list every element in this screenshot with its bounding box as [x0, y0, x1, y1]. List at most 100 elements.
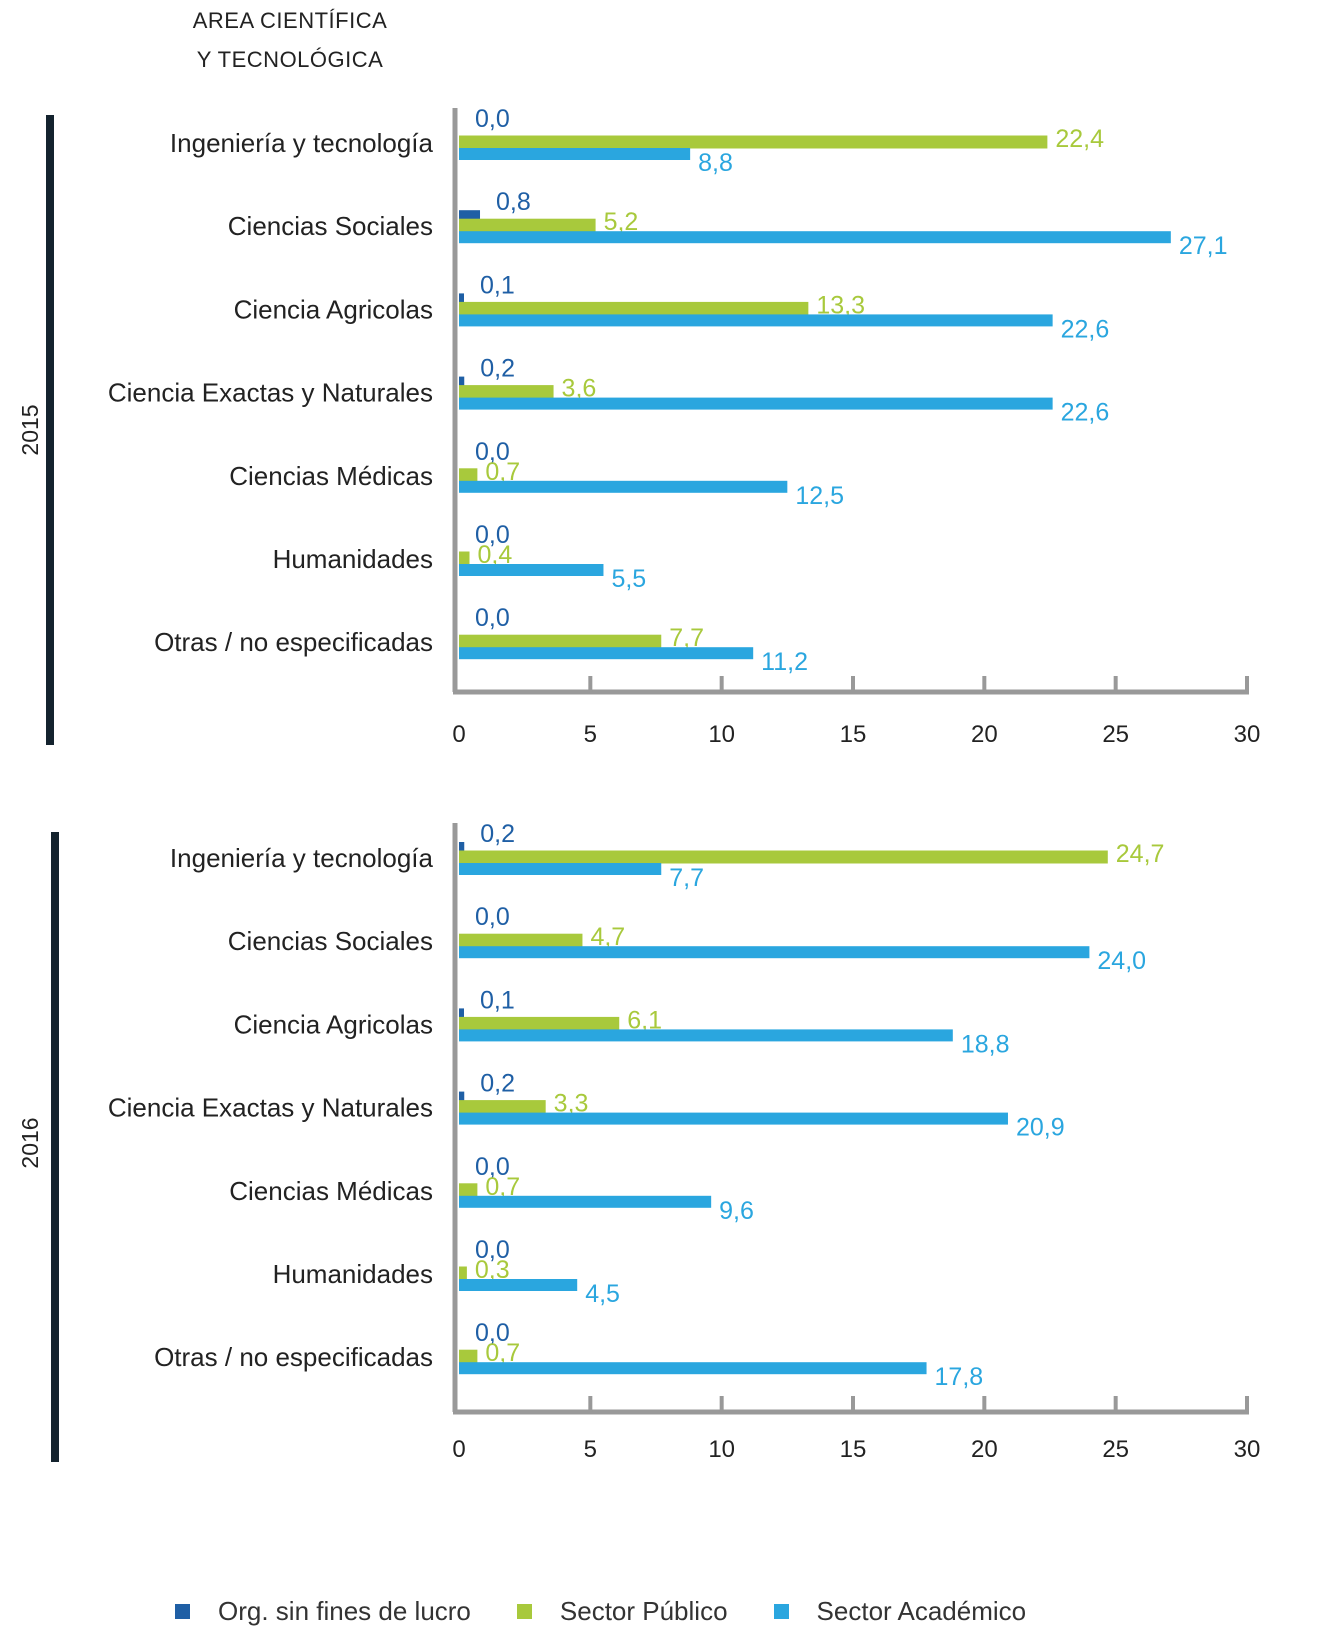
- panel-2015-data-label-org-sin-fines-de-lucro: 0,0: [475, 438, 510, 466]
- panel-2016-bar-org-sin-fines-de-lucro: [459, 842, 465, 852]
- panel-2016-bar-sector-publico: [459, 1183, 478, 1197]
- panel-2016-bar-sector-publico: [459, 1266, 467, 1280]
- panel-2016-bar-sector-publico: [459, 1100, 546, 1114]
- panel-2016-category-label-ciencia-exactas-y-naturales: Ciencia Exactas y Naturales: [108, 1093, 433, 1123]
- panel-2015-bar-sector-academico: [459, 314, 1053, 327]
- panel-2016-data-label-sector-publico: 24,7: [1116, 840, 1165, 868]
- panel-2015-data-label-sector-publico: 22,4: [1055, 125, 1104, 153]
- panel-2016-category-label-otras-no-especificadas: Otras / no especificadas: [154, 1342, 433, 1372]
- panel-2015-bar-sector-academico: [459, 397, 1053, 410]
- panel-2015-bar-sector-academico: [459, 480, 788, 493]
- panel-2015-bar-sector-publico: [459, 135, 1048, 149]
- panel-2016-bar-sector-publico: [459, 1016, 620, 1030]
- panel-2015-bar-sector-publico: [459, 218, 596, 232]
- panel-2016-bar-org-sin-fines-de-lucro: [459, 1091, 465, 1102]
- panel-2015-x-tick-label: 30: [1234, 721, 1261, 748]
- panel-2015-bar-sector-academico: [459, 148, 691, 160]
- panel-2015-x-tick-label: 10: [708, 721, 735, 748]
- panel-2016-category-label-ciencias-medicas: Ciencias Médicas: [229, 1176, 433, 1206]
- panel-2016-x-tick-label: 30: [1234, 1436, 1261, 1463]
- panel-2016-bar-sector-academico: [459, 1279, 578, 1291]
- panel-2016-data-label-org-sin-fines-de-lucro: 0,0: [475, 1236, 510, 1264]
- panel-2015-data-label-org-sin-fines-de-lucro: 0,0: [475, 521, 510, 549]
- header-line-1: AREA CIENTÍFICA: [192, 8, 388, 33]
- panel-2016-data-label-org-sin-fines-de-lucro: 0,0: [475, 1153, 510, 1181]
- panel-2015-x-tick-label: 5: [584, 721, 597, 748]
- panel-2015-data-label-org-sin-fines-de-lucro: 0,0: [475, 105, 510, 133]
- panel-2015-data-label-sector-academico: 8,8: [698, 149, 733, 177]
- panel-2015-data-label-org-sin-fines-de-lucro: 0,8: [496, 188, 531, 216]
- panel-2015-bar-org-sin-fines-de-lucro: [459, 210, 481, 221]
- panel-2015-bar-sector-publico: [459, 301, 809, 315]
- panel-2015-category-label-ciencia-agricolas: Ciencia Agricolas: [234, 294, 433, 324]
- legend-swatch-publico: [516, 1603, 532, 1619]
- panel-2015-data-label-sector-academico: 22,6: [1061, 399, 1110, 427]
- legend-label-publico: Sector Público: [559, 1595, 728, 1626]
- panel-2015-category-label-ciencias-medicas: Ciencias Médicas: [229, 461, 433, 491]
- header-line-2: Y TECNOLÓGICA: [196, 47, 384, 72]
- panel-2015-category-label-ciencia-exactas-y-naturales: Ciencia Exactas y Naturales: [108, 378, 433, 408]
- panel-2016-data-label-sector-academico: 20,9: [1016, 1114, 1065, 1142]
- panel-2016-x-tick-label: 20: [971, 1436, 998, 1463]
- panel-2016-bar-sector-academico: [459, 1029, 953, 1042]
- panel-2015-bar-sector-academico: [459, 564, 604, 576]
- panel-2016-data-label-org-sin-fines-de-lucro: 0,1: [480, 986, 515, 1014]
- panel-2015-bar-sector-publico: [459, 468, 478, 482]
- panel-2016-data-label-sector-academico: 4,5: [585, 1280, 620, 1308]
- panel-2016-data-label-org-sin-fines-de-lucro: 0,0: [475, 1319, 510, 1347]
- legend: Org. sin fines de lucro Sector Público S…: [175, 1594, 1072, 1628]
- panel-2015-data-label-org-sin-fines-de-lucro: 0,2: [480, 355, 515, 383]
- panel-2015-category-label-ciencias-sociales: Ciencias Sociales: [228, 211, 433, 241]
- panel-2016-bar-org-sin-fines-de-lucro: [459, 1008, 464, 1019]
- panel-2016-category-label-ciencia-agricolas: Ciencia Agricolas: [234, 1009, 433, 1039]
- panel-2016-bar-sector-publico: [459, 850, 1108, 864]
- panel-2015-bar-org-sin-fines-de-lucro: [459, 376, 465, 387]
- panel-2016-category-label-ciencias-sociales: Ciencias Sociales: [228, 926, 433, 956]
- legend-label-academico: Sector Académico: [816, 1595, 1027, 1626]
- panel-2015-bar-sector-publico: [459, 385, 554, 399]
- panel-2015-data-label-sector-academico: 22,6: [1061, 315, 1110, 343]
- panel-2016-bar-sector-academico: [459, 946, 1090, 959]
- legend-item-academico: Sector Académico: [773, 1595, 1027, 1627]
- panel-2016-x-tick-label: 15: [840, 1436, 867, 1463]
- panel-2016-bar-sector-publico: [459, 933, 583, 947]
- panel-2015-bar-sector-academico: [459, 647, 754, 660]
- panel-2016-data-label-sector-academico: 18,8: [961, 1030, 1010, 1058]
- panel-2016-bar-sector-academico: [459, 1362, 927, 1375]
- panel-2015-bar-sector-academico: [459, 231, 1171, 244]
- legend-swatch-org: [175, 1603, 190, 1619]
- panel-2016-category-label-humanidades: Humanidades: [273, 1259, 433, 1289]
- panel-2015-x-tick-label: 20: [971, 721, 998, 748]
- panel-2016-data-label-sector-academico: 24,0: [1097, 947, 1146, 975]
- panel-2016-category-label-ingenieria-y-tecnologia: Ingeniería y tecnología: [170, 843, 434, 873]
- panel-2016-bar-sector-publico: [459, 1349, 478, 1363]
- panel-2015-category-label-otras-no-especificadas: Otras / no especificadas: [154, 627, 433, 657]
- panel-2016-x-tick-label: 0: [452, 1436, 465, 1463]
- legend-item-org: Org. sin fines de lucro: [175, 1596, 471, 1627]
- panel-2016-data-label-sector-academico: 7,7: [669, 864, 704, 892]
- panel-2015-bar-sector-publico: [459, 551, 470, 565]
- bar-chart: 2015 0 5 10 15 20 25 30 Ingeniería y tecnología 0…: [17, 105, 1261, 1463]
- legend-swatch-academico: [773, 1603, 789, 1619]
- panel-2015-data-label-org-sin-fines-de-lucro: 0,1: [480, 271, 515, 299]
- panel-2016-data-label-org-sin-fines-de-lucro: 0,0: [475, 903, 510, 931]
- panel-2015-data-label-sector-academico: 27,1: [1179, 232, 1228, 260]
- panel-2016-year-label: 2016: [17, 1117, 43, 1168]
- panel-2015-data-label-sector-academico: 11,2: [761, 648, 808, 676]
- panel-2016-bar-sector-academico: [459, 1112, 1008, 1125]
- legend-item-publico: Sector Público: [516, 1595, 728, 1627]
- panel-2015-data-label-org-sin-fines-de-lucro: 0,0: [475, 604, 510, 632]
- panel-2015-year-label: 2015: [17, 404, 43, 455]
- panel-2016-x-tick-label: 25: [1102, 1436, 1129, 1463]
- panel-2015-data-label-sector-academico: 5,5: [611, 565, 646, 593]
- panel-2016-bar-sector-academico: [459, 1195, 712, 1208]
- panel-2015-category-label-ingenieria-y-tecnologia: Ingeniería y tecnología: [170, 128, 434, 158]
- panel-2016-x-tick-label: 10: [708, 1436, 735, 1463]
- legend-label-org: Org. sin fines de lucro: [218, 1595, 471, 1626]
- panel-2015-bar-org-sin-fines-de-lucro: [459, 293, 464, 304]
- panel-2015-data-label-sector-academico: 12,5: [795, 482, 844, 510]
- panel-2016-data-label-sector-academico: 9,6: [719, 1197, 754, 1225]
- panel-2015-x-tick-label: 25: [1102, 721, 1129, 748]
- panel-2016-x-tick-label: 5: [584, 1436, 597, 1463]
- panel-2015-category-label-humanidades: Humanidades: [273, 544, 433, 574]
